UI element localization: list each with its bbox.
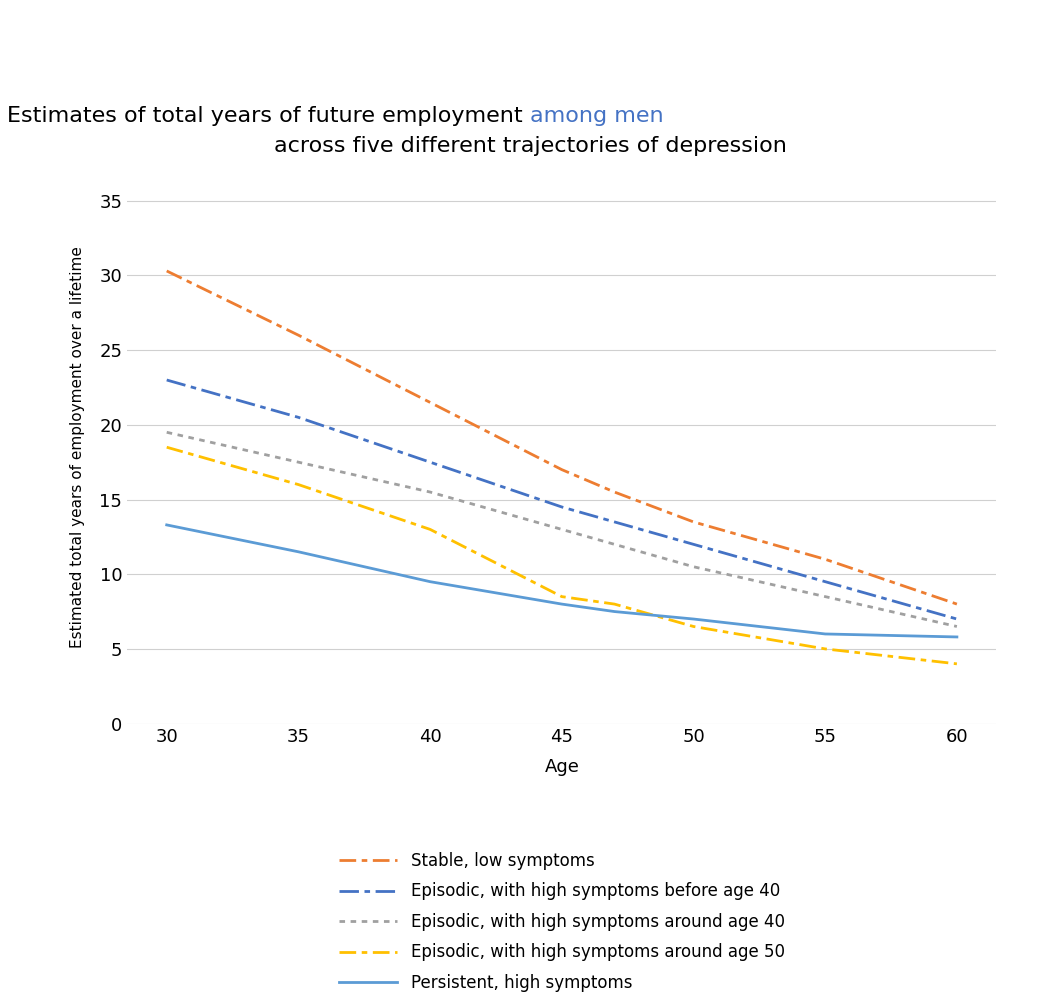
X-axis label: Age: Age — [545, 758, 579, 776]
Text: Estimates of total years of future employment: Estimates of total years of future emplo… — [7, 106, 530, 126]
Y-axis label: Estimated total years of employment over a lifetime: Estimated total years of employment over… — [70, 246, 86, 648]
Legend: Stable, low symptoms, Episodic, with high symptoms before age 40, Episodic, with: Stable, low symptoms, Episodic, with hig… — [332, 845, 792, 999]
Text: among men: among men — [530, 106, 664, 126]
Text: across five different trajectories of depression: across five different trajectories of de… — [273, 136, 787, 156]
